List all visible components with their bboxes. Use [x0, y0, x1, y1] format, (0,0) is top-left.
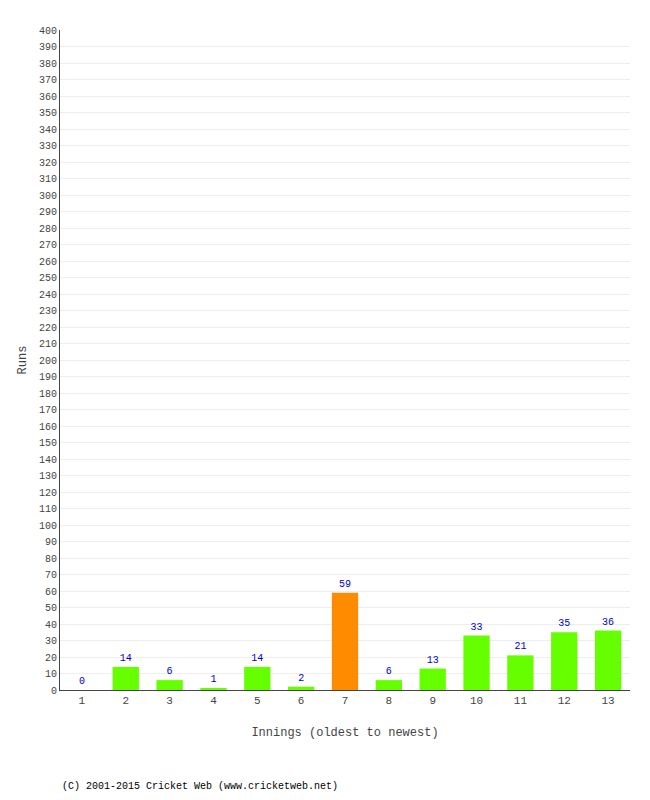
- svg-text:(C) 2001-2015 Cricket Web (www: (C) 2001-2015 Cricket Web (www.cricketwe…: [62, 781, 338, 792]
- svg-text:36: 36: [602, 617, 614, 628]
- svg-text:5: 5: [254, 695, 261, 707]
- svg-text:150: 150: [39, 438, 57, 449]
- svg-text:2: 2: [122, 695, 129, 707]
- svg-text:130: 130: [39, 471, 57, 482]
- svg-text:40: 40: [45, 620, 57, 631]
- svg-text:7: 7: [342, 695, 349, 707]
- svg-text:360: 360: [39, 92, 57, 103]
- svg-text:30: 30: [45, 636, 57, 647]
- svg-text:2: 2: [298, 673, 304, 684]
- svg-text:9: 9: [429, 695, 436, 707]
- svg-text:11: 11: [514, 695, 528, 707]
- svg-text:35: 35: [558, 618, 570, 629]
- svg-text:6: 6: [167, 666, 173, 677]
- svg-text:60: 60: [45, 587, 57, 598]
- svg-text:330: 330: [39, 141, 57, 152]
- svg-text:320: 320: [39, 158, 57, 169]
- svg-text:190: 190: [39, 372, 57, 383]
- svg-text:200: 200: [39, 356, 57, 367]
- svg-text:250: 250: [39, 273, 57, 284]
- svg-text:12: 12: [558, 695, 571, 707]
- svg-text:260: 260: [39, 257, 57, 268]
- svg-text:110: 110: [39, 504, 57, 515]
- svg-text:13: 13: [601, 695, 614, 707]
- svg-text:370: 370: [39, 75, 57, 86]
- svg-text:270: 270: [39, 240, 57, 251]
- svg-text:390: 390: [39, 42, 57, 53]
- svg-text:300: 300: [39, 191, 57, 202]
- svg-text:3: 3: [166, 695, 173, 707]
- svg-text:230: 230: [39, 306, 57, 317]
- svg-text:1: 1: [210, 674, 216, 685]
- svg-text:120: 120: [39, 488, 57, 499]
- svg-text:0: 0: [51, 686, 57, 697]
- svg-text:70: 70: [45, 570, 57, 581]
- svg-text:280: 280: [39, 224, 57, 235]
- svg-text:90: 90: [45, 537, 57, 548]
- svg-text:0: 0: [79, 676, 85, 687]
- svg-text:Runs: Runs: [16, 346, 30, 375]
- svg-text:140: 140: [39, 455, 57, 466]
- svg-text:210: 210: [39, 339, 57, 350]
- svg-text:6: 6: [298, 695, 305, 707]
- svg-text:160: 160: [39, 422, 57, 433]
- svg-text:14: 14: [251, 653, 263, 664]
- svg-text:4: 4: [210, 695, 217, 707]
- svg-text:59: 59: [339, 579, 351, 590]
- svg-text:50: 50: [45, 603, 57, 614]
- svg-text:14: 14: [120, 653, 132, 664]
- svg-text:8: 8: [386, 695, 393, 707]
- svg-text:21: 21: [514, 641, 526, 652]
- svg-text:100: 100: [39, 521, 57, 532]
- svg-text:400: 400: [39, 26, 57, 37]
- svg-text:350: 350: [39, 108, 57, 119]
- svg-text:10: 10: [470, 695, 483, 707]
- svg-text:170: 170: [39, 405, 57, 416]
- svg-text:380: 380: [39, 59, 57, 70]
- svg-text:13: 13: [427, 655, 439, 666]
- svg-text:80: 80: [45, 554, 57, 565]
- svg-text:1: 1: [79, 695, 86, 707]
- svg-text:33: 33: [471, 622, 483, 633]
- svg-text:240: 240: [39, 290, 57, 301]
- svg-text:220: 220: [39, 323, 57, 334]
- svg-text:Innings (oldest to newest): Innings (oldest to newest): [251, 726, 438, 740]
- svg-text:180: 180: [39, 389, 57, 400]
- svg-text:310: 310: [39, 174, 57, 185]
- svg-text:290: 290: [39, 207, 57, 218]
- svg-text:340: 340: [39, 125, 57, 136]
- svg-text:20: 20: [45, 653, 57, 664]
- svg-text:10: 10: [45, 669, 57, 680]
- svg-text:6: 6: [386, 666, 392, 677]
